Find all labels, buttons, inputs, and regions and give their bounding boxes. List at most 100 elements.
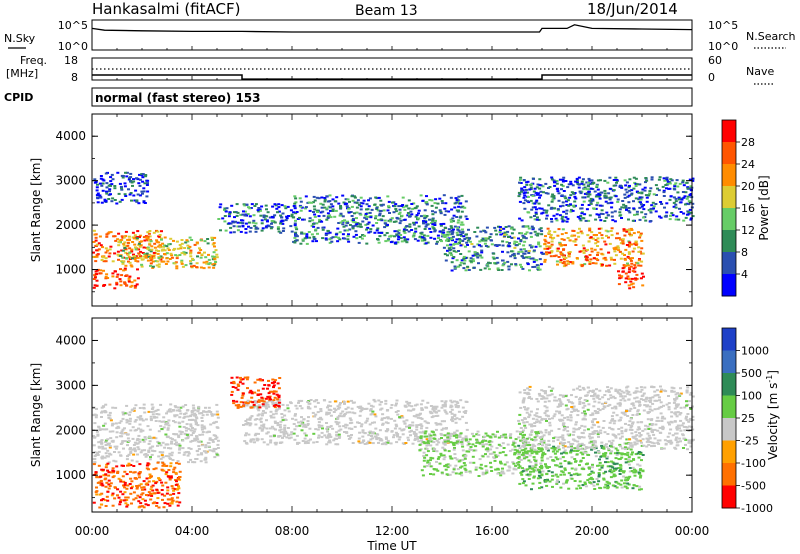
heatmap-cell — [215, 436, 219, 439]
heatmap-cell — [431, 225, 435, 228]
heatmap-cell — [121, 262, 125, 265]
heatmap-cell — [325, 195, 329, 198]
heatmap-cell — [463, 206, 467, 209]
heatmap-cell — [339, 205, 342, 207]
heatmap-cell — [524, 250, 528, 253]
heatmap-cell — [330, 240, 334, 243]
heatmap-cell — [551, 193, 555, 196]
heatmap-cell — [356, 421, 359, 424]
heatmap-cell — [235, 214, 239, 217]
heatmap-cell — [502, 447, 506, 449]
heatmap-cell — [148, 477, 152, 479]
heatmap-cell — [457, 460, 461, 463]
heatmap-cell — [393, 230, 397, 233]
heatmap-cell — [485, 471, 489, 474]
heatmap-cell — [383, 234, 387, 237]
heatmap-cell — [248, 424, 252, 427]
heatmap-cell — [344, 224, 348, 227]
heatmap-cell — [212, 450, 216, 453]
heatmap-cell — [607, 251, 611, 254]
heatmap-cell — [524, 233, 528, 235]
heatmap-cell — [103, 447, 107, 450]
heatmap-cell — [108, 411, 112, 414]
heatmap-cell — [151, 502, 155, 505]
heatmap-cell — [425, 201, 429, 203]
heatmap-cell — [498, 451, 502, 454]
heatmap-cell — [248, 418, 252, 421]
heatmap-cell — [498, 231, 502, 233]
heatmap-cell — [105, 190, 108, 193]
colorbar-segment — [722, 164, 736, 187]
heatmap-cell — [134, 260, 138, 262]
heatmap-cell — [308, 220, 312, 223]
heatmap-cell — [543, 260, 547, 263]
heatmap-cell — [104, 275, 108, 278]
heatmap-cell — [259, 417, 263, 420]
heatmap-cell — [389, 442, 393, 445]
heatmap-cell — [294, 201, 298, 204]
heatmap-cell — [428, 199, 432, 201]
heatmap-cell — [415, 205, 419, 208]
heatmap-cell — [446, 238, 450, 241]
heatmap-cell — [298, 405, 302, 407]
heatmap-cell — [528, 450, 532, 453]
heatmap-cell — [305, 242, 309, 245]
heatmap-cell — [189, 255, 193, 258]
heatmap-cell — [502, 433, 506, 436]
heatmap-cell — [153, 246, 157, 249]
heatmap-cell — [341, 215, 345, 218]
heatmap-cell — [111, 492, 115, 495]
heatmap-cell — [555, 219, 559, 222]
heatmap-cell — [380, 407, 384, 410]
heatmap-cell — [304, 434, 308, 437]
heatmap-cell — [598, 204, 602, 207]
heatmap-cell — [371, 410, 375, 413]
heatmap-cell — [329, 414, 333, 417]
heatmap-cell — [423, 456, 427, 459]
heatmap-cell — [103, 422, 107, 425]
heatmap-cell — [399, 237, 403, 240]
heatmap-cell — [121, 411, 125, 414]
heatmap-cell — [369, 413, 373, 416]
heatmap-cell — [578, 480, 582, 483]
heatmap-cell — [459, 202, 463, 205]
heatmap-cell — [274, 402, 278, 404]
heatmap-cell — [419, 423, 423, 426]
heatmap-cell — [306, 401, 310, 403]
heatmap-cell — [398, 208, 402, 211]
heatmap-cell — [570, 467, 574, 470]
heatmap-cell — [426, 234, 430, 237]
heatmap-cell — [198, 247, 201, 250]
heatmap-cell — [535, 434, 539, 437]
heatmap-cell — [574, 467, 578, 470]
heatmap-cell — [627, 218, 630, 221]
heatmap-cell — [618, 443, 622, 446]
heatmap-cell — [355, 201, 359, 204]
heatmap-cell — [590, 179, 594, 182]
heatmap-cell — [528, 467, 532, 470]
heatmap-cell — [568, 251, 572, 253]
heatmap-cell — [602, 452, 606, 455]
heatmap-cell — [529, 470, 532, 473]
heatmap-cell — [106, 462, 110, 465]
heatmap-cell — [234, 211, 238, 214]
heatmap-cell — [421, 399, 425, 402]
heatmap-cell — [353, 412, 357, 415]
heatmap-cell — [423, 432, 427, 435]
heatmap-cell — [598, 197, 602, 200]
heatmap-cell — [531, 465, 535, 468]
heatmap-cell — [433, 202, 437, 205]
heatmap-cell — [137, 242, 141, 245]
heatmap-cell — [543, 238, 547, 241]
heatmap-cell — [160, 468, 164, 471]
heatmap-cell — [432, 468, 436, 470]
heatmap-cell — [527, 250, 531, 252]
heatmap-cell — [94, 244, 98, 247]
heatmap-cell — [116, 488, 120, 491]
heatmap-cell — [202, 267, 206, 270]
heatmap-cell — [303, 432, 307, 435]
heatmap-cell — [680, 198, 684, 201]
heatmap-cell — [533, 230, 537, 233]
heatmap-cell — [571, 262, 575, 265]
heatmap-cell — [579, 215, 583, 217]
